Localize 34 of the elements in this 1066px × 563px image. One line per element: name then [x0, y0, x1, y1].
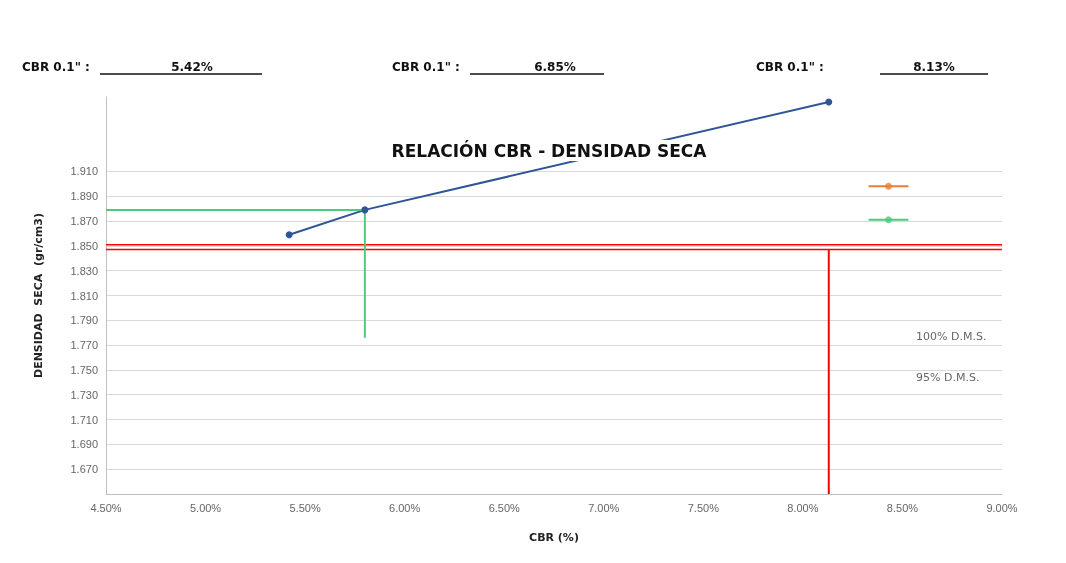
- y-tick-label: 1.810: [70, 289, 98, 302]
- y-tick-label: 1.890: [70, 190, 98, 203]
- y-tick-label: 1.790: [70, 314, 98, 327]
- x-tick-label: 9.00%: [986, 501, 1018, 514]
- y-tick-label: 1.830: [70, 264, 98, 277]
- x-tick-label: 5.50%: [289, 501, 321, 514]
- y-tick-label: 1.910: [70, 165, 98, 178]
- y-tick-label: 1.750: [70, 363, 98, 376]
- x-tick-label: 4.50%: [90, 501, 122, 514]
- y-tick-label: 1.770: [70, 339, 98, 352]
- annotation: 100% D.M.S.: [916, 329, 987, 343]
- y-axis-title: DENSIDAD SECA (gr/cm3): [32, 213, 45, 378]
- y-tick-label: 1.850: [70, 239, 98, 252]
- text: 5.42%: [171, 60, 213, 74]
- y-tick-label: 1.730: [70, 388, 98, 401]
- annotation: 95% D.M.S.: [916, 370, 980, 384]
- y-tick-label: 1.870: [70, 215, 98, 228]
- x-tick-label: 8.50%: [886, 501, 919, 514]
- x-axis-title: CBR (%): [529, 531, 579, 544]
- x-tick-label: 6.00%: [389, 501, 421, 514]
- text: CBR 0.1" :: [22, 60, 90, 74]
- y-tick-label: 1.670: [70, 463, 98, 476]
- x-tick-label: 7.00%: [588, 501, 620, 514]
- text: CBR 0.1" :: [756, 60, 824, 74]
- text: CBR 0.1" :: [392, 60, 460, 74]
- y-tick-label: 1.690: [70, 438, 98, 451]
- y-tick-label: 1.710: [70, 413, 98, 426]
- text: 8.13%: [913, 60, 955, 74]
- text: 6.85%: [534, 60, 576, 74]
- x-tick-label: 8.00%: [787, 501, 819, 514]
- text: RELACIÓN CBR - DENSIDAD SECA: [391, 139, 708, 161]
- x-tick-label: 6.50%: [488, 501, 521, 514]
- x-tick-label: 7.50%: [687, 501, 720, 514]
- x-tick-label: 5.00%: [189, 501, 222, 514]
